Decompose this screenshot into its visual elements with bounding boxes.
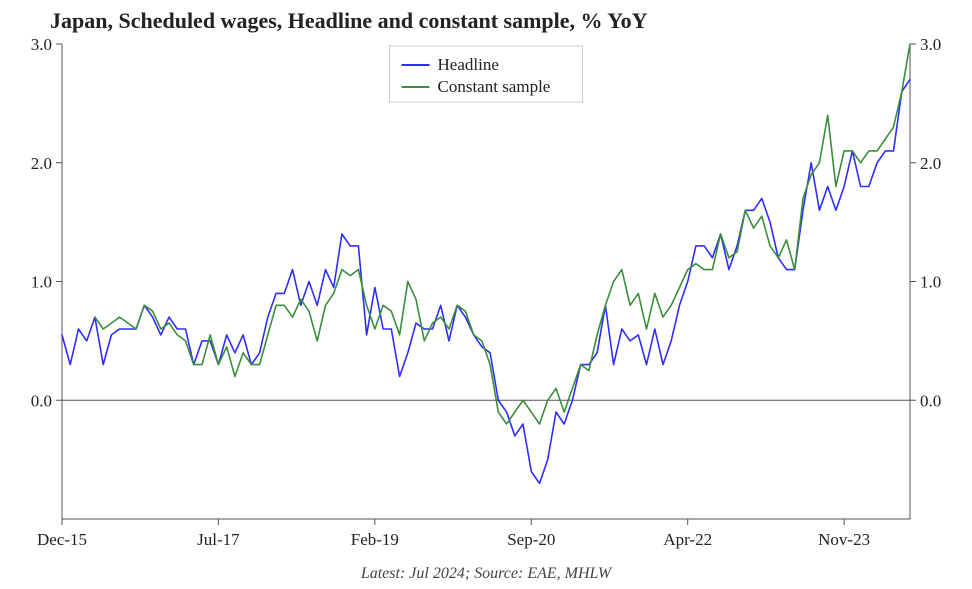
y-tick-left: 0.0: [31, 391, 52, 410]
legend-label: Headline: [438, 55, 499, 74]
y-tick-right: 3.0: [920, 35, 941, 54]
chart-footer: Latest: Jul 2024; Source: EAE, MHLW: [0, 565, 972, 583]
y-tick-left: 3.0: [31, 35, 52, 54]
y-tick-left: 2.0: [31, 154, 52, 173]
chart-title: Japan, Scheduled wages, Headline and con…: [50, 8, 648, 34]
y-tick-right: 2.0: [920, 154, 941, 173]
chart-container: Japan, Scheduled wages, Headline and con…: [0, 0, 972, 589]
x-tick: Dec-15: [37, 530, 87, 549]
series-headline: [62, 80, 910, 484]
y-tick-left: 1.0: [31, 273, 52, 292]
x-tick: Feb-19: [351, 530, 399, 549]
x-tick: Nov-23: [818, 530, 870, 549]
y-tick-right: 0.0: [920, 391, 941, 410]
line-chart: 0.0 0.0 1.0 1.0 2.0 2.0 3.0 3.0 Dec-15 Jul-17 Feb-…: [0, 0, 972, 589]
y-tick-right: 1.0: [920, 273, 941, 292]
x-tick: Jul-17: [197, 530, 240, 549]
x-tick: Apr-22: [663, 530, 712, 549]
legend-label: Constant sample: [438, 77, 551, 96]
x-tick: Sep-20: [507, 530, 555, 549]
